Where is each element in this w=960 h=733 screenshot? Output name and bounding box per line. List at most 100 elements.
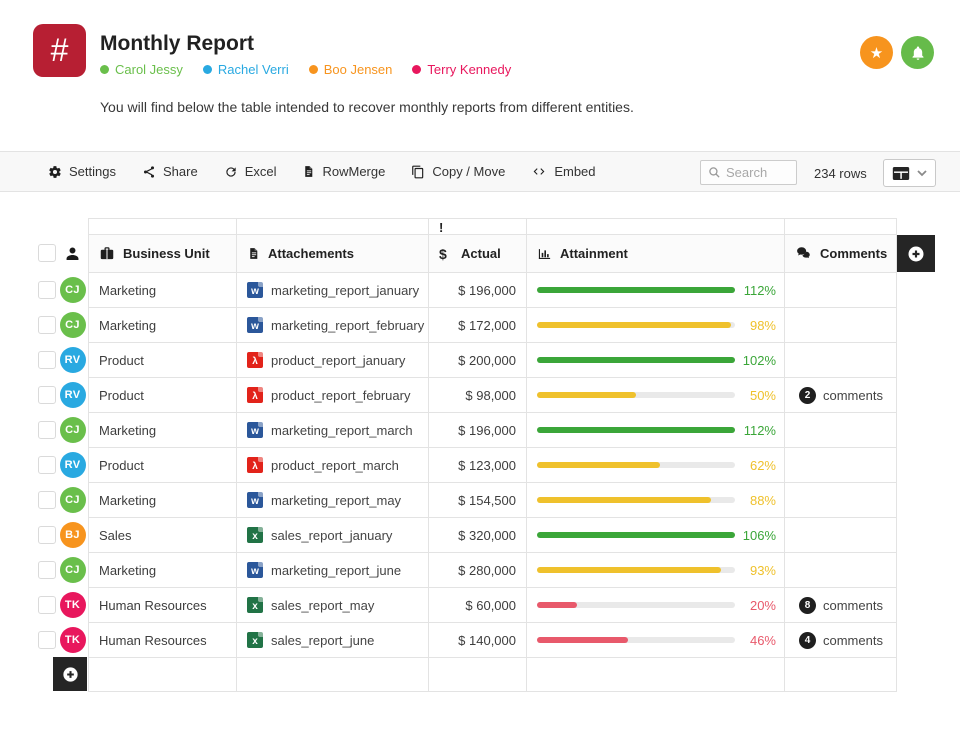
favorite-button[interactable]: ★ — [860, 36, 893, 69]
attachment-name[interactable]: marketing_report_january — [271, 282, 420, 298]
toolbar-button-settings[interactable]: Settings — [48, 164, 116, 179]
toolbar-button-rowmerge[interactable]: RowMerge — [302, 164, 385, 179]
cell-comments[interactable] — [784, 342, 897, 377]
cell-business-unit[interactable]: Marketing — [88, 482, 236, 517]
toolbar-button-copy-move[interactable]: Copy / Move — [411, 164, 505, 179]
cell-actual[interactable]: $ 196,000 — [428, 272, 526, 307]
cell-business-unit[interactable]: Marketing — [88, 272, 236, 307]
cell-comments[interactable] — [784, 517, 897, 552]
cell-attainment[interactable]: 46% — [526, 622, 784, 657]
empty-cell[interactable] — [784, 657, 897, 692]
row-checkbox[interactable] — [38, 315, 56, 334]
empty-cell[interactable] — [236, 657, 428, 692]
notifications-button[interactable] — [901, 36, 934, 69]
cell-business-unit[interactable]: Marketing — [88, 412, 236, 447]
cell-actual[interactable]: $ 98,000 — [428, 377, 526, 412]
cell-comments[interactable]: 8 comments — [784, 587, 897, 622]
cell-attachment[interactable]: λ product_report_february — [236, 377, 428, 412]
cell-attainment[interactable]: 102% — [526, 342, 784, 377]
attachment-name[interactable]: sales_report_january — [271, 527, 393, 543]
cell-actual[interactable]: $ 140,000 — [428, 622, 526, 657]
toolbar-button-embed[interactable]: Embed — [531, 164, 596, 179]
cell-attachment[interactable]: x sales_report_june — [236, 622, 428, 657]
search-input[interactable] — [726, 165, 786, 180]
attachment-name[interactable]: product_report_march — [271, 457, 399, 473]
cell-attachment[interactable]: w marketing_report_february — [236, 307, 428, 342]
cell-actual[interactable]: $ 196,000 — [428, 412, 526, 447]
row-checkbox[interactable] — [38, 525, 56, 544]
cell-comments[interactable] — [784, 482, 897, 517]
cell-actual[interactable]: $ 60,000 — [428, 587, 526, 622]
cell-comments[interactable] — [784, 412, 897, 447]
cell-business-unit[interactable]: Product — [88, 377, 236, 412]
row-checkbox[interactable] — [38, 350, 56, 369]
cell-attachment[interactable]: x sales_report_may — [236, 587, 428, 622]
cell-attachment[interactable]: λ product_report_march — [236, 447, 428, 482]
cell-attainment[interactable]: 112% — [526, 412, 784, 447]
attachment-name[interactable]: sales_report_june — [271, 632, 375, 648]
cell-comments[interactable]: 2 comments — [784, 377, 897, 412]
view-mode-button[interactable] — [883, 159, 936, 187]
attachment-name[interactable]: product_report_february — [271, 387, 411, 403]
cell-business-unit[interactable]: Human Resources — [88, 622, 236, 657]
cell-comments[interactable] — [784, 552, 897, 587]
cell-attainment[interactable]: 106% — [526, 517, 784, 552]
cell-business-unit[interactable]: Product — [88, 447, 236, 482]
add-column-button[interactable] — [897, 235, 935, 272]
cell-attachment[interactable]: w marketing_report_march — [236, 412, 428, 447]
toolbar-button-share[interactable]: Share — [142, 164, 198, 179]
add-row-button[interactable] — [53, 657, 87, 691]
cell-attachment[interactable]: x sales_report_january — [236, 517, 428, 552]
cell-actual[interactable]: $ 123,000 — [428, 447, 526, 482]
row-checkbox[interactable] — [38, 385, 56, 404]
row-checkbox[interactable] — [38, 280, 56, 299]
attachment-name[interactable]: marketing_report_may — [271, 492, 402, 508]
cell-attachment[interactable]: λ product_report_january — [236, 342, 428, 377]
cell-attainment[interactable]: 93% — [526, 552, 784, 587]
cell-comments[interactable] — [784, 447, 897, 482]
row-checkbox[interactable] — [38, 420, 56, 439]
cell-business-unit[interactable]: Human Resources — [88, 587, 236, 622]
column-header-actual[interactable]: $ Actual — [428, 234, 526, 272]
cell-attainment[interactable]: 112% — [526, 272, 784, 307]
empty-cell[interactable] — [88, 657, 236, 692]
cell-attachment[interactable]: w marketing_report_january — [236, 272, 428, 307]
cell-comments[interactable] — [784, 272, 897, 307]
cell-attachment[interactable]: w marketing_report_june — [236, 552, 428, 587]
empty-cell[interactable] — [526, 657, 784, 692]
attachment-name[interactable]: marketing_report_february — [271, 317, 425, 333]
attachment-name[interactable]: sales_report_may — [271, 597, 375, 613]
row-checkbox[interactable] — [38, 490, 56, 509]
column-header-attachements[interactable]: Attachements — [236, 234, 428, 272]
select-all-checkbox[interactable] — [38, 244, 56, 262]
cell-actual[interactable]: $ 200,000 — [428, 342, 526, 377]
cell-actual[interactable]: $ 320,000 — [428, 517, 526, 552]
attachment-name[interactable]: product_report_january — [271, 352, 406, 368]
column-header-business-unit[interactable]: Business Unit — [88, 234, 236, 272]
cell-comments[interactable]: 4 comments — [784, 622, 897, 657]
cell-business-unit[interactable]: Sales — [88, 517, 236, 552]
row-checkbox[interactable] — [38, 560, 56, 579]
cell-comments[interactable] — [784, 307, 897, 342]
search-box[interactable] — [700, 160, 797, 185]
empty-cell[interactable] — [428, 657, 526, 692]
cell-business-unit[interactable]: Marketing — [88, 307, 236, 342]
cell-actual[interactable]: $ 172,000 — [428, 307, 526, 342]
cell-actual[interactable]: $ 154,500 — [428, 482, 526, 517]
cell-attainment[interactable]: 20% — [526, 587, 784, 622]
cell-attainment[interactable]: 88% — [526, 482, 784, 517]
cell-attainment[interactable]: 98% — [526, 307, 784, 342]
cell-attainment[interactable]: 62% — [526, 447, 784, 482]
row-checkbox[interactable] — [38, 630, 56, 649]
attachment-name[interactable]: marketing_report_march — [271, 422, 413, 438]
cell-attachment[interactable]: w marketing_report_may — [236, 482, 428, 517]
cell-business-unit[interactable]: Product — [88, 342, 236, 377]
column-header-attainment[interactable]: Attainment — [526, 234, 784, 272]
cell-business-unit[interactable]: Marketing — [88, 552, 236, 587]
column-header-comments[interactable]: Comments — [784, 234, 897, 272]
row-checkbox[interactable] — [38, 455, 56, 474]
attachment-name[interactable]: marketing_report_june — [271, 562, 402, 578]
cell-attainment[interactable]: 50% — [526, 377, 784, 412]
new-row-placeholder[interactable] — [0, 657, 897, 692]
cell-actual[interactable]: $ 280,000 — [428, 552, 526, 587]
